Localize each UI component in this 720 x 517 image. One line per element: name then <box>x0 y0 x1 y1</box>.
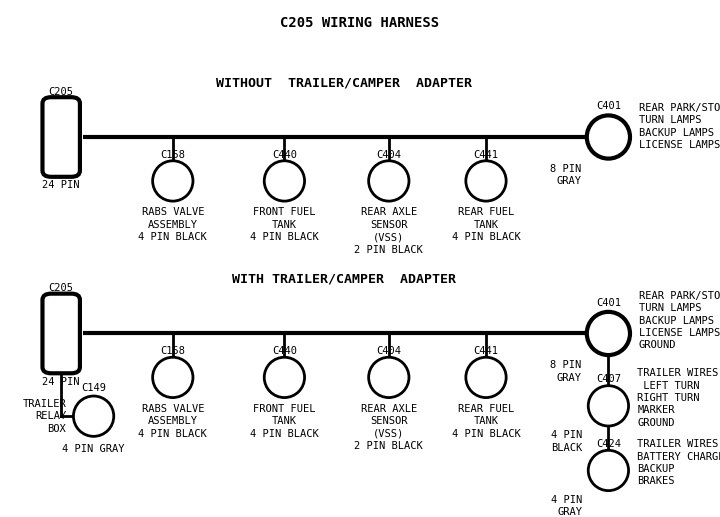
Text: REAR FUEL
TANK
4 PIN BLACK: REAR FUEL TANK 4 PIN BLACK <box>451 207 521 242</box>
Text: 24 PIN: 24 PIN <box>42 180 80 190</box>
Ellipse shape <box>588 386 629 426</box>
Text: 4 PIN
BLACK: 4 PIN BLACK <box>552 430 582 452</box>
Text: RABS VALVE
ASSEMBLY
4 PIN BLACK: RABS VALVE ASSEMBLY 4 PIN BLACK <box>138 404 207 438</box>
Text: C440: C440 <box>272 346 297 356</box>
Ellipse shape <box>369 161 409 201</box>
FancyBboxPatch shape <box>42 294 80 373</box>
Text: C441: C441 <box>474 346 498 356</box>
Ellipse shape <box>264 161 305 201</box>
Text: RABS VALVE
ASSEMBLY
4 PIN BLACK: RABS VALVE ASSEMBLY 4 PIN BLACK <box>138 207 207 242</box>
Text: 24 PIN: 24 PIN <box>42 376 80 387</box>
Text: C407: C407 <box>596 374 621 385</box>
Text: C158: C158 <box>161 149 185 160</box>
Ellipse shape <box>587 312 630 355</box>
Text: C440: C440 <box>272 149 297 160</box>
FancyBboxPatch shape <box>42 97 80 177</box>
Text: WITH TRAILER/CAMPER  ADAPTER: WITH TRAILER/CAMPER ADAPTER <box>232 272 456 286</box>
Text: TRAILER WIRES
BATTERY CHARGE
BACKUP
BRAKES: TRAILER WIRES BATTERY CHARGE BACKUP BRAK… <box>637 439 720 486</box>
Text: FRONT FUEL
TANK
4 PIN BLACK: FRONT FUEL TANK 4 PIN BLACK <box>250 207 319 242</box>
Text: 4 PIN GRAY: 4 PIN GRAY <box>63 444 125 454</box>
Text: C404: C404 <box>377 346 401 356</box>
Text: REAR PARK/STOP
TURN LAMPS
BACKUP LAMPS
LICENSE LAMPS
GROUND: REAR PARK/STOP TURN LAMPS BACKUP LAMPS L… <box>639 291 720 351</box>
Text: C158: C158 <box>161 346 185 356</box>
Text: C149: C149 <box>81 383 106 393</box>
Text: C401: C401 <box>596 298 621 308</box>
Ellipse shape <box>153 357 193 398</box>
Text: C404: C404 <box>377 149 401 160</box>
Ellipse shape <box>466 357 506 398</box>
Text: C205: C205 <box>49 283 73 294</box>
Ellipse shape <box>466 161 506 201</box>
Text: REAR AXLE
SENSOR
(VSS)
2 PIN BLACK: REAR AXLE SENSOR (VSS) 2 PIN BLACK <box>354 207 423 254</box>
Ellipse shape <box>153 161 193 201</box>
Text: 4 PIN
GRAY: 4 PIN GRAY <box>552 495 582 517</box>
Text: C401: C401 <box>596 101 621 111</box>
Text: TRAILER WIRES
 LEFT TURN
RIGHT TURN
MARKER
GROUND: TRAILER WIRES LEFT TURN RIGHT TURN MARKE… <box>637 368 719 428</box>
Text: 8 PIN
GRAY: 8 PIN GRAY <box>550 360 581 383</box>
Text: C424: C424 <box>596 439 621 449</box>
Text: FRONT FUEL
TANK
4 PIN BLACK: FRONT FUEL TANK 4 PIN BLACK <box>250 404 319 438</box>
Text: C441: C441 <box>474 149 498 160</box>
Text: REAR AXLE
SENSOR
(VSS)
2 PIN BLACK: REAR AXLE SENSOR (VSS) 2 PIN BLACK <box>354 404 423 451</box>
Text: C205: C205 <box>49 87 73 97</box>
Ellipse shape <box>369 357 409 398</box>
Text: WITHOUT  TRAILER/CAMPER  ADAPTER: WITHOUT TRAILER/CAMPER ADAPTER <box>216 76 472 89</box>
Text: REAR FUEL
TANK
4 PIN BLACK: REAR FUEL TANK 4 PIN BLACK <box>451 404 521 438</box>
Ellipse shape <box>264 357 305 398</box>
Ellipse shape <box>73 396 114 436</box>
Text: REAR PARK/STOP
TURN LAMPS
BACKUP LAMPS
LICENSE LAMPS: REAR PARK/STOP TURN LAMPS BACKUP LAMPS L… <box>639 103 720 150</box>
Ellipse shape <box>588 450 629 491</box>
Ellipse shape <box>587 115 630 159</box>
Text: TRAILER
RELAY
BOX: TRAILER RELAY BOX <box>22 399 66 434</box>
Text: 8 PIN
GRAY: 8 PIN GRAY <box>550 164 581 186</box>
Text: C205 WIRING HARNESS: C205 WIRING HARNESS <box>280 16 440 31</box>
